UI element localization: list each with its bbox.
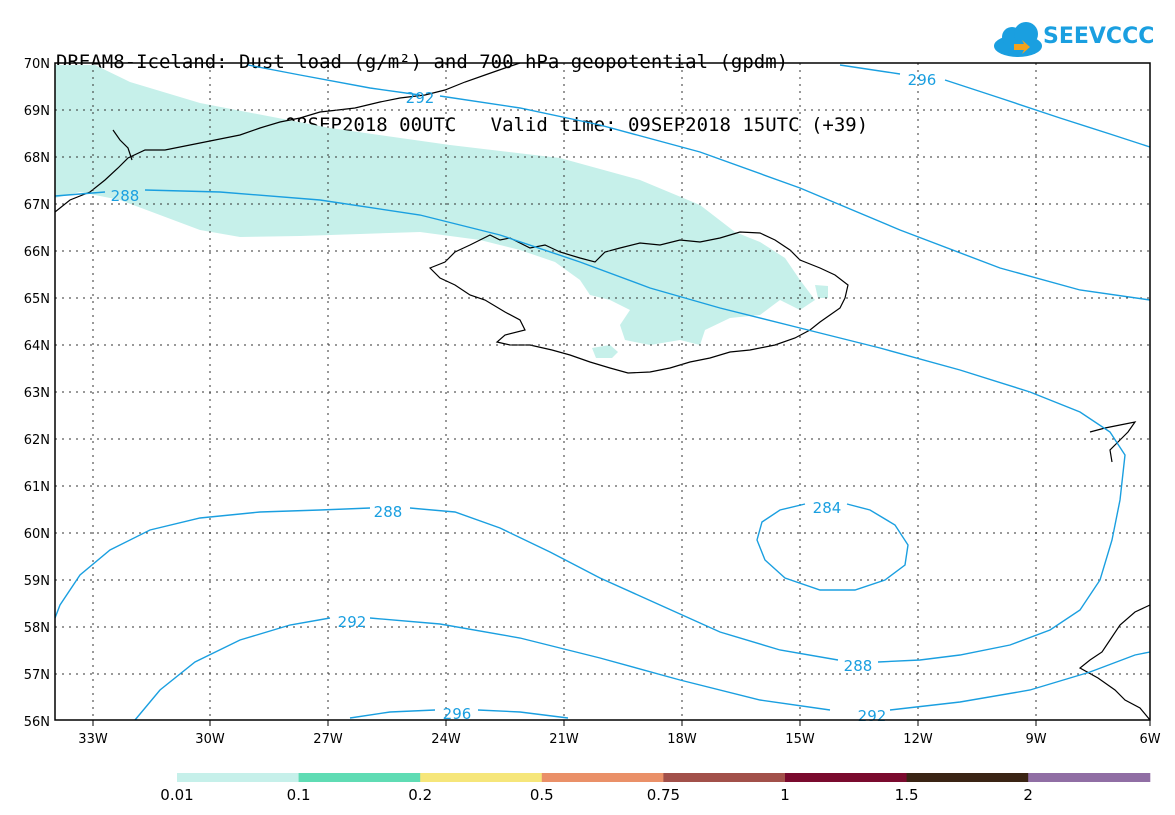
contour-label-288-south-east: 288 [844, 657, 873, 675]
lon-label-21w: 21W [549, 732, 579, 747]
scotland-coastline [1078, 604, 1151, 721]
lat-label-67n: 67N [24, 198, 50, 213]
lon-label-33w: 33W [78, 732, 108, 747]
contour-labels: 292 296 288 288 284 292 288 296 292 [111, 71, 937, 725]
legend-labels: 0.01 0.1 0.2 0.5 0.75 1 1.5 2 [160, 786, 1033, 804]
lat-label-58n: 58N [24, 621, 50, 636]
contour-label-296-north: 296 [908, 71, 937, 89]
legend-bin-8 [1028, 773, 1151, 782]
lon-label-6w: 6W [1139, 732, 1160, 747]
legend-label-0-2: 0.2 [408, 786, 432, 804]
legend-colorbar [177, 773, 1151, 782]
dust-patch-east [815, 285, 828, 298]
geopotential-contours [54, 64, 1151, 721]
iceland-coastline [428, 231, 849, 374]
legend-label-0-5: 0.5 [530, 786, 554, 804]
contour-label-284: 284 [813, 499, 842, 517]
logo-text: SEEVCCC [1043, 24, 1155, 49]
lon-label-12w: 12W [903, 732, 933, 747]
lat-label-60n: 60N [24, 527, 50, 542]
lon-label-30w: 30W [195, 732, 225, 747]
seevccc-logo [994, 22, 1042, 57]
longitude-labels: 33W 30W 27W 24W 21W 18W 15W 12W 9W 6W [78, 732, 1160, 747]
dust-plume [55, 65, 815, 345]
legend-label-1: 1 [780, 786, 790, 804]
contour-line-292-north [247, 64, 1151, 301]
contour-label-292-south-west: 292 [338, 613, 367, 631]
legend-bin-4 [541, 773, 664, 782]
lat-label-62n: 62N [24, 433, 50, 448]
contour-label-292-south-east: 292 [858, 707, 887, 725]
contour-line-284 [756, 503, 909, 591]
lat-label-65n: 65N [24, 292, 50, 307]
legend-label-1-5: 1.5 [895, 786, 919, 804]
contour-label-288-north: 288 [111, 187, 140, 205]
legend-bin-2 [298, 773, 421, 782]
legend-label-0-75: 0.75 [647, 786, 680, 804]
lat-label-64n: 64N [24, 339, 50, 354]
latitude-labels: 70N 69N 68N 67N 66N 65N 64N 63N 62N 61N 60N 59N 58N 5… [24, 57, 50, 730]
legend-label-0-1: 0.1 [287, 786, 311, 804]
lon-label-15w: 15W [785, 732, 815, 747]
legend-label-0-01: 0.01 [160, 786, 193, 804]
contour-label-296-south: 296 [443, 705, 472, 723]
lat-label-69n: 69N [24, 104, 50, 119]
lat-label-68n: 68N [24, 151, 50, 166]
lon-label-18w: 18W [667, 732, 697, 747]
contour-line-296-south [349, 709, 569, 719]
greenland-coastline-detail [112, 129, 133, 161]
lat-label-59n: 59N [24, 574, 50, 589]
legend-bin-3 [420, 773, 543, 782]
contour-label-288-south-west: 288 [374, 503, 403, 521]
legend-bin-5 [663, 773, 786, 782]
lat-label-56n: 56N [24, 715, 50, 730]
dust-load-area [55, 65, 828, 358]
graticule [55, 63, 1150, 720]
cloud-icon [994, 22, 1042, 57]
lat-label-57n: 57N [24, 668, 50, 683]
legend-label-2: 2 [1023, 786, 1033, 804]
coastlines [54, 62, 1151, 721]
lat-label-66n: 66N [24, 245, 50, 260]
map-frame [54, 62, 1151, 721]
contour-line-292-south [134, 617, 1151, 721]
dust-patch-south [592, 345, 618, 358]
legend-bin-1 [177, 773, 300, 782]
lat-label-70n: 70N [24, 57, 50, 72]
lat-label-61n: 61N [24, 480, 50, 495]
legend-bin-6 [785, 773, 908, 782]
faroe-coastline [1089, 421, 1137, 463]
legend-bin-7 [906, 773, 1029, 782]
lat-label-63n: 63N [24, 386, 50, 401]
axis-ticks [92, 720, 1151, 726]
contour-line-296-north [839, 64, 1151, 148]
contour-label-292-north: 292 [406, 89, 435, 107]
greenland-coastline [54, 62, 521, 213]
contour-line-288-north [54, 189, 1126, 663]
lon-label-27w: 27W [313, 732, 343, 747]
lon-label-9w: 9W [1025, 732, 1046, 747]
map-header: DREAM8-Iceland: Dust load (g/m²) and 700… [56, 10, 868, 157]
lon-label-24w: 24W [431, 732, 461, 747]
